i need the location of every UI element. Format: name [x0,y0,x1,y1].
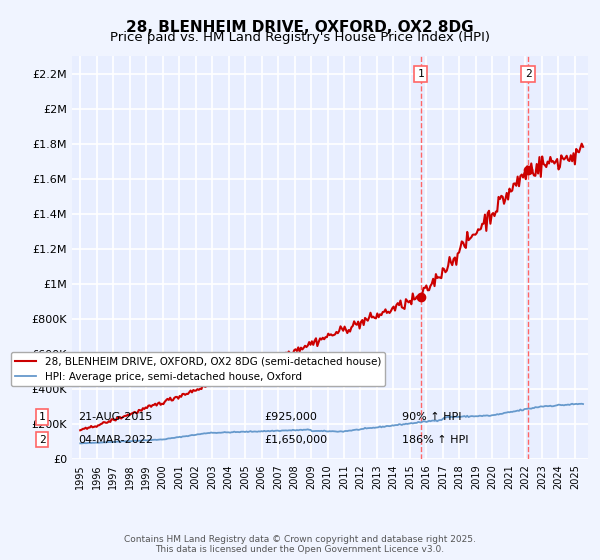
Text: 1: 1 [38,412,46,422]
Text: 186% ↑ HPI: 186% ↑ HPI [402,435,469,445]
Text: 28, BLENHEIM DRIVE, OXFORD, OX2 8DG: 28, BLENHEIM DRIVE, OXFORD, OX2 8DG [126,20,474,35]
Text: 2: 2 [38,435,46,445]
Legend: 28, BLENHEIM DRIVE, OXFORD, OX2 8DG (semi-detached house), HPI: Average price, s: 28, BLENHEIM DRIVE, OXFORD, OX2 8DG (sem… [11,352,385,386]
Text: 1: 1 [417,69,424,79]
Text: £925,000: £925,000 [264,412,317,422]
Text: £1,650,000: £1,650,000 [264,435,327,445]
Text: 90% ↑ HPI: 90% ↑ HPI [402,412,461,422]
Text: 04-MAR-2022: 04-MAR-2022 [78,435,153,445]
Text: 2: 2 [525,69,532,79]
Text: Price paid vs. HM Land Registry's House Price Index (HPI): Price paid vs. HM Land Registry's House … [110,31,490,44]
Text: Contains HM Land Registry data © Crown copyright and database right 2025.
This d: Contains HM Land Registry data © Crown c… [124,535,476,554]
Text: 21-AUG-2015: 21-AUG-2015 [78,412,152,422]
